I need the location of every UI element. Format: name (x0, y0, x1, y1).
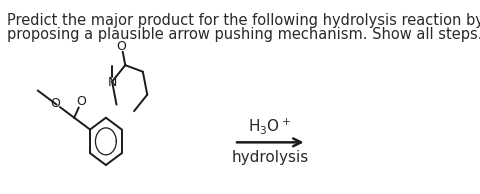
Text: hydrolysis: hydrolysis (231, 150, 309, 165)
Text: Predict the major product for the following hydrolysis reaction by: Predict the major product for the follow… (8, 13, 480, 28)
Text: O: O (50, 97, 60, 110)
Text: O: O (117, 40, 127, 53)
Text: O: O (76, 95, 86, 108)
Text: H$_3$O$^+$: H$_3$O$^+$ (249, 116, 291, 136)
Text: N: N (108, 76, 117, 89)
Text: proposing a plausible arrow pushing mechanism. Show all steps.: proposing a plausible arrow pushing mech… (8, 27, 480, 42)
